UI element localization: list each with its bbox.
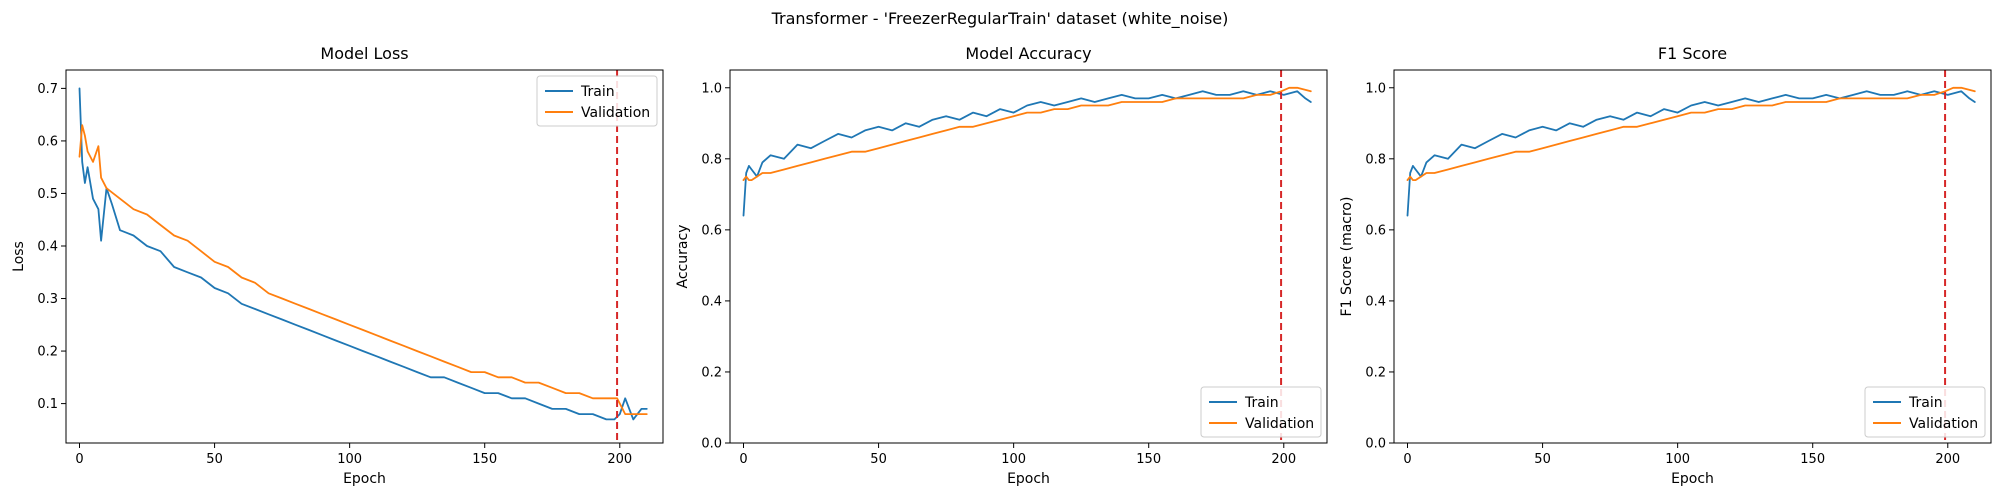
legend-entry: Validation [1909,416,1978,432]
x-axis-label: Epoch [343,471,386,487]
plot-area [742,70,1312,443]
y-tick-label: 0.7 [37,82,58,97]
legend: Train Validation [536,75,658,127]
y-tick-label: 0.8 [701,152,722,167]
y-axis-label: Loss [11,241,27,272]
legend: Train Validation [1864,386,1986,438]
x-tick-label: 200 [607,452,632,467]
figure-suptitle: Transformer - 'FreezerRegularTrain' data… [771,9,1229,29]
axes-frame [65,69,664,444]
legend-box [536,75,658,127]
y-tick-label: 0.0 [701,437,722,452]
x-tick-label: 50 [206,452,223,467]
y-axis-label: F1 Score (macro) [1339,197,1355,317]
y-tick-label: 0.8 [1365,152,1386,167]
x-tick-label: 200 [1271,452,1296,467]
legend-entry: Validation [581,105,650,121]
legend-entry: Train [1244,395,1279,411]
axes-frame [729,69,1328,444]
x-tick-label: 100 [337,452,362,467]
y-tick-label: 1.0 [701,81,722,96]
y-tick-label: 0.3 [37,292,58,307]
x-tick-label: 0 [75,452,83,467]
plot-area [1406,70,1976,443]
series-line-validation [742,86,1312,182]
chart-2: Model Accuracy 0 50 100 150 200 0.0 0.2 0.4 0.6 0.… [675,44,1328,487]
y-tick-label: 0.1 [37,397,58,412]
x-tick-label: 100 [1665,452,1690,467]
y-tick-label: 0.0 [1365,437,1386,452]
chart-3: F1 Score 0 50 100 150 200 0.0 0.2 0.4 0.6 0.8 1.0 Ep… [1339,44,1992,487]
chart-title: F1 Score [1658,44,1727,63]
x-tick-label: 200 [1935,452,1960,467]
legend-entry: Train [580,84,615,100]
legend-entry: Validation [1245,416,1314,432]
legend-box [1200,386,1322,438]
x-axis-label: Epoch [1671,471,1714,487]
chart-1: Model Loss 0 50 100 150 200 0.1 0.2 0.3 0.4 0.5 0.6… [11,44,664,487]
x-tick-label: 100 [1001,452,1026,467]
y-tick-label: 0.2 [701,365,722,380]
x-tick-label: 50 [1534,452,1551,467]
chart-panels: Model Loss 0 50 100 150 200 0.1 0.2 0.3 0.4 0.5 0.6… [11,44,1992,487]
legend: Train Validation [1200,386,1322,438]
y-tick-label: 0.5 [37,187,58,202]
y-tick-label: 0.6 [701,223,722,238]
x-axis-label: Epoch [1007,471,1050,487]
plot-area [78,70,648,443]
y-tick-label: 0.4 [1365,294,1386,309]
x-tick-label: 150 [1136,452,1161,467]
series-line-validation [1406,86,1976,182]
y-tick-label: 0.6 [1365,223,1386,238]
y-tick-label: 0.4 [37,239,58,254]
x-tick-label: 150 [1800,452,1825,467]
series-line-train [1406,90,1976,217]
x-tick-label: 0 [739,452,747,467]
series-line-train [742,90,1312,217]
y-tick-label: 0.4 [701,294,722,309]
y-tick-label: 1.0 [1365,81,1386,96]
x-tick-label: 0 [1403,452,1411,467]
legend-box [1864,386,1986,438]
series-line-validation [78,124,648,416]
chart-title: Model Accuracy [965,44,1091,63]
y-axis-label: Accuracy [675,225,691,289]
series-line-train [78,87,648,421]
legend-entry: Train [1908,395,1943,411]
axes-frame [1393,69,1992,444]
chart-title: Model Loss [320,44,408,63]
y-tick-label: 0.2 [37,345,58,360]
x-tick-label: 50 [870,452,887,467]
y-tick-label: 0.6 [37,134,58,149]
y-tick-label: 0.2 [1365,365,1386,380]
x-tick-label: 150 [472,452,497,467]
